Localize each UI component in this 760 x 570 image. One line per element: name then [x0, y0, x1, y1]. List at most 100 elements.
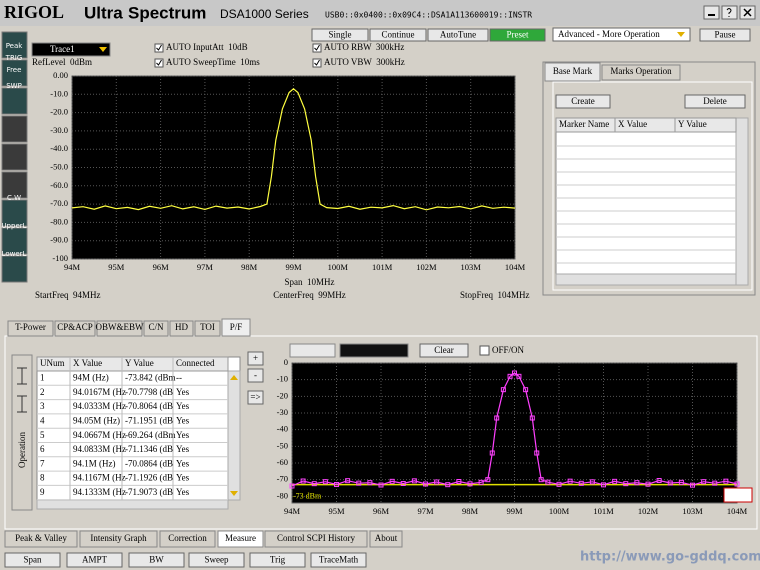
tool-icon[interactable]: [1, 255, 28, 283]
measure-tab[interactable]: [221, 318, 251, 337]
bottom-tab-label: Measure: [225, 533, 256, 543]
top-button[interactable]: [489, 28, 546, 42]
pause-button[interactable]: [699, 28, 751, 42]
tool-icon-label: Peak: [6, 42, 24, 50]
close-icon: [743, 8, 752, 17]
table-cell: -70.7798 (dB: [125, 387, 173, 397]
scrollbar[interactable]: [36, 499, 229, 510]
trace-point: [478, 479, 484, 485]
bottom-tab[interactable]: [159, 530, 216, 548]
checkbox[interactable]: [154, 43, 164, 53]
tool-icon[interactable]: [1, 227, 28, 255]
tool-icon[interactable]: [1, 199, 28, 227]
bottom-button[interactable]: [310, 552, 367, 568]
trace-point: [512, 370, 517, 376]
trace-point: [500, 387, 506, 393]
scrollbar[interactable]: [735, 117, 749, 286]
bottom-tab-label: Intensity Graph: [90, 533, 147, 543]
table-cell: 5: [40, 430, 45, 440]
trace-point: [434, 479, 440, 485]
operation-label: Operation: [17, 432, 27, 468]
measure-tab-label: HD: [175, 322, 188, 332]
measure-tab[interactable]: [194, 320, 221, 337]
column-header-label: Marker Name: [559, 119, 609, 129]
top-button[interactable]: [427, 28, 489, 42]
clear-button[interactable]: [419, 343, 469, 358]
bottom-tab-label: Correction: [168, 533, 207, 543]
bottom-tab[interactable]: [264, 530, 368, 548]
panel-tab[interactable]: [601, 64, 681, 81]
trace-select[interactable]: [31, 42, 111, 57]
trace-point: [494, 415, 500, 421]
checkbox[interactable]: [312, 43, 322, 53]
measure-tab[interactable]: [7, 320, 54, 337]
table-cell: 94.1167M (Hz: [73, 473, 126, 483]
bottom-button[interactable]: [128, 552, 185, 568]
trace-point: [378, 482, 384, 488]
create-button-label: Create: [571, 96, 594, 106]
trace-point: [623, 481, 629, 487]
trace-point: [589, 479, 595, 485]
bottom-tab[interactable]: [369, 530, 403, 548]
tool-icon-label: Free: [7, 66, 22, 74]
measure-tab[interactable]: [143, 320, 169, 337]
bottom-tab[interactable]: [4, 530, 78, 548]
measure-tab-label: CP&ACP: [57, 322, 93, 332]
top-button[interactable]: [311, 28, 369, 42]
x-tick-label: 94M: [64, 262, 81, 272]
toolbar-icons[interactable]: [289, 343, 336, 358]
pf-button-label: +: [253, 353, 258, 363]
panel-tab-label: Marks Operation: [610, 66, 672, 76]
delete-button-label: Delete: [703, 96, 726, 106]
annotation: StopFreq 104MHz: [460, 290, 530, 300]
trace-point: [567, 478, 573, 484]
trace-point: [723, 478, 729, 484]
top-button[interactable]: [369, 28, 427, 42]
mode-select[interactable]: [552, 27, 691, 42]
pf-button[interactable]: [247, 368, 264, 383]
panel-tab[interactable]: [544, 62, 601, 82]
delete-button[interactable]: [684, 94, 746, 109]
table-cell: -71.9073 (dB: [125, 487, 173, 497]
measure-tab[interactable]: [169, 320, 194, 337]
checkbox[interactable]: [479, 345, 490, 356]
table-cell: 94.0167M (Hz: [73, 387, 126, 397]
combo-box[interactable]: [339, 343, 409, 358]
tool-icon[interactable]: [1, 31, 28, 59]
trace-point: [485, 477, 491, 483]
tool-icon[interactable]: [1, 87, 28, 115]
tool-icon[interactable]: [1, 59, 28, 87]
title-bar: [0, 0, 760, 26]
scrollbar[interactable]: [555, 273, 737, 286]
bottom-button[interactable]: [4, 552, 61, 568]
brand-spectrum: Spectrum: [128, 3, 206, 22]
x-tick-label: 99M: [285, 262, 302, 272]
tool-icon[interactable]: [1, 115, 28, 143]
trace-point: [456, 479, 462, 484]
x-tick-label: 97M: [197, 262, 214, 272]
dropdown-arrow: [677, 32, 685, 37]
tool-icon[interactable]: [1, 143, 28, 171]
bottom-button[interactable]: [188, 552, 245, 568]
x-tick-label: 103M: [682, 506, 703, 516]
checkbox[interactable]: [154, 58, 164, 68]
pf-button[interactable]: [247, 351, 264, 366]
table-cell: 94.1333M (Hz: [73, 487, 126, 497]
tool-icon[interactable]: [1, 171, 28, 199]
measure-tab[interactable]: [54, 320, 96, 337]
minimize-button[interactable]: [703, 5, 720, 20]
operation-icons: [17, 367, 27, 413]
trace-point: [423, 481, 428, 487]
pf-button[interactable]: [247, 390, 264, 405]
checkbox[interactable]: [312, 58, 322, 68]
bottom-tab[interactable]: [79, 530, 158, 548]
bottom-button[interactable]: [249, 552, 306, 568]
scrollbar[interactable]: [227, 370, 241, 501]
bottom-tab[interactable]: [217, 530, 264, 548]
measure-tab[interactable]: [96, 320, 143, 337]
create-button[interactable]: [555, 94, 611, 109]
bottom-button[interactable]: [66, 552, 123, 568]
table-cell: -70.8064 (dB: [125, 401, 173, 411]
x-tick-label: 98M: [462, 506, 479, 516]
table-cell: Yes: [176, 473, 190, 483]
